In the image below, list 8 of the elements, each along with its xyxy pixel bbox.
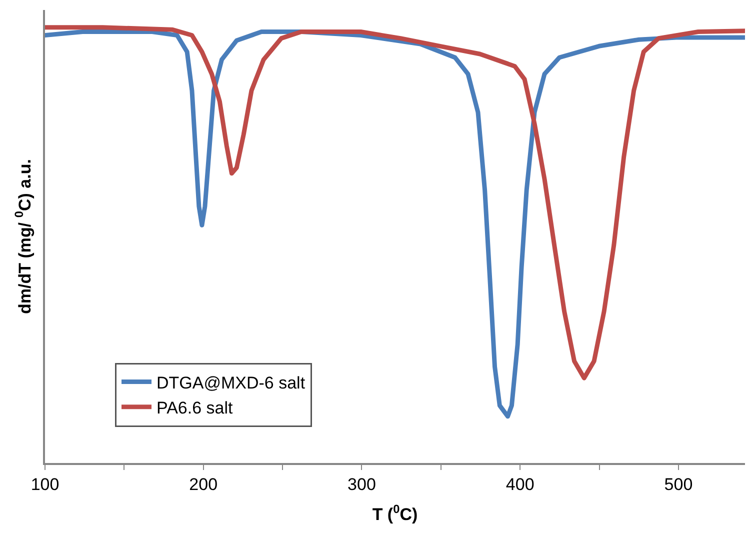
x-axis-title: T ($^{0}$C) [372, 502, 418, 524]
x-tick-label: 300 [348, 475, 376, 494]
x-tick-label: 500 [664, 475, 693, 494]
x-tick-label: 200 [189, 475, 218, 494]
x-tick-label: 100 [30, 475, 60, 494]
legend-label: DTGA@MXD-6 salt [156, 373, 306, 392]
legend-label: PA6.6 salt [156, 398, 234, 418]
x-tick-label: 400 [506, 475, 534, 494]
